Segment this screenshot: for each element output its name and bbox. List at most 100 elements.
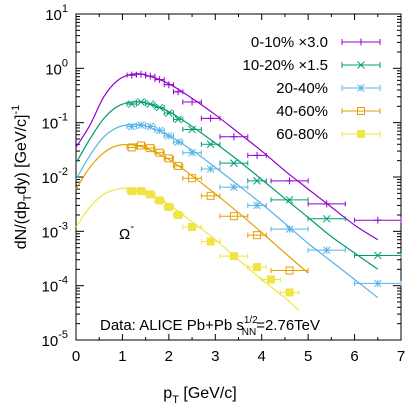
point-marker — [253, 151, 261, 159]
y-tick-label: 10-3 — [42, 220, 68, 241]
point-marker — [188, 174, 197, 183]
data-point — [270, 195, 309, 204]
legend-label: 10-20% ×1.5 — [243, 57, 328, 74]
point-marker — [128, 71, 136, 79]
data-point — [219, 159, 249, 167]
data-point — [182, 148, 202, 157]
data-point — [270, 225, 309, 233]
y-tick-label: 100 — [45, 57, 68, 78]
data-point — [135, 141, 147, 150]
point-marker — [146, 122, 155, 131]
point-marker — [267, 275, 275, 284]
data-point — [163, 109, 174, 117]
point-marker — [155, 103, 164, 112]
legend-label: 60-80% — [276, 126, 328, 143]
point-marker — [146, 72, 154, 80]
data-point — [173, 115, 184, 124]
data-point — [173, 210, 184, 219]
point-marker — [174, 161, 183, 170]
legend-marker — [357, 107, 365, 115]
data-point — [354, 216, 402, 224]
data-point — [182, 98, 202, 106]
point-marker — [206, 165, 215, 173]
point-marker — [229, 252, 238, 261]
data-point — [261, 275, 281, 284]
data-point — [154, 126, 165, 135]
point-marker — [206, 140, 215, 149]
point-marker — [188, 148, 196, 157]
legend-marker — [357, 61, 365, 69]
data-point — [135, 121, 147, 130]
x-tick-label: 1 — [118, 348, 126, 365]
legend-marker — [357, 130, 365, 138]
data-point — [200, 191, 221, 200]
point-marker — [230, 133, 238, 141]
legend-label: 0-10% ×3.0 — [251, 34, 328, 51]
point-marker — [253, 176, 261, 185]
point-marker — [253, 231, 262, 240]
point-marker — [286, 177, 294, 185]
point-marker — [165, 81, 173, 89]
point-marker — [285, 195, 294, 204]
point-marker — [155, 148, 164, 157]
plot-frame — [75, 13, 402, 341]
point-marker — [373, 279, 382, 288]
data-point — [126, 71, 137, 79]
data-point — [154, 196, 165, 205]
data-point — [307, 200, 346, 208]
axis-ticks: 0 1 2 3 4 5 6 7 10-5 10-4 10-3 10-2 10-1 100 101 — [42, 3, 406, 365]
legend-marker — [357, 38, 365, 46]
point-marker — [165, 132, 173, 140]
point-marker — [156, 76, 164, 84]
point-marker — [188, 125, 196, 134]
data-point — [173, 88, 184, 96]
point-marker — [174, 138, 182, 146]
point-marker — [322, 246, 331, 255]
point-marker — [374, 216, 382, 224]
data-point — [200, 165, 221, 173]
point-marker — [207, 114, 215, 122]
point-marker — [253, 263, 262, 272]
point-marker — [127, 187, 136, 196]
data-point — [126, 187, 137, 196]
point-marker — [137, 121, 145, 130]
point-marker — [174, 210, 183, 219]
point-marker — [188, 223, 197, 232]
point-marker — [322, 214, 331, 223]
data-point — [270, 266, 309, 275]
data-point — [163, 132, 174, 140]
data-source-annotation: Data: ALICE Pb+Pb s1/2 NN=2.76TeV — [100, 315, 320, 338]
data-point — [182, 174, 202, 183]
data-point — [219, 212, 249, 221]
point-marker — [127, 100, 136, 108]
x-tick-label: 7 — [397, 348, 405, 365]
data-point — [219, 133, 249, 141]
data-point — [154, 148, 165, 157]
point-marker — [137, 98, 145, 106]
x-tick-label: 5 — [304, 348, 312, 365]
point-marker — [127, 143, 136, 152]
data-point — [154, 103, 165, 112]
data-point — [135, 187, 147, 196]
point-marker — [206, 237, 215, 246]
fit-curve — [75, 143, 309, 274]
x-tick-label: 6 — [350, 348, 358, 365]
point-marker — [230, 159, 238, 167]
point-marker — [137, 141, 145, 150]
point-marker — [127, 122, 136, 131]
legend-marker — [357, 84, 365, 92]
point-marker — [230, 183, 238, 192]
point-marker — [323, 200, 331, 208]
y-tick-label: 10-5 — [42, 329, 68, 350]
data-point — [145, 72, 156, 80]
legend-label: 40-60% — [276, 103, 328, 120]
data-points — [126, 70, 402, 297]
data-point — [354, 279, 402, 288]
data-point — [354, 251, 402, 260]
x-tick-label: 0 — [72, 348, 80, 365]
point-marker — [165, 109, 173, 117]
point-marker — [285, 225, 294, 233]
point-marker — [146, 144, 155, 153]
